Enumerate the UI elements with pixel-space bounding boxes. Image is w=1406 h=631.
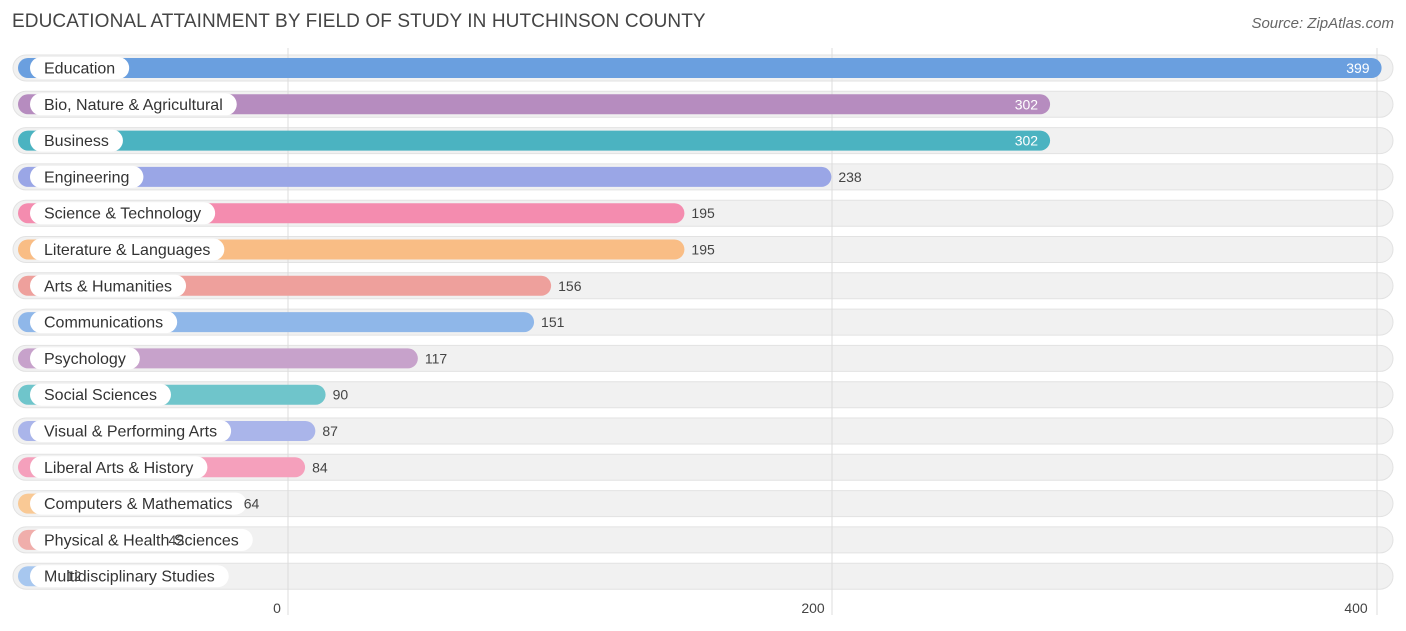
- category-label: Bio, Nature & Agricultural: [44, 97, 223, 114]
- value-label: 399: [1346, 60, 1370, 76]
- value-label: 42: [169, 532, 185, 548]
- category-label: Psychology: [44, 351, 126, 368]
- category-label-pill: [30, 274, 187, 297]
- bar: [18, 58, 1382, 78]
- category-label-pill: [30, 420, 232, 442]
- category-label-pill: [30, 528, 253, 551]
- category-label-pill: [30, 311, 178, 334]
- category-label-pill: [30, 238, 225, 261]
- category-label: Visual & Performing Arts: [44, 424, 217, 441]
- value-label: 302: [1015, 133, 1039, 149]
- value-label: 195: [691, 205, 715, 221]
- category-label: Liberal Arts & History: [44, 460, 193, 477]
- value-label: 302: [1015, 96, 1039, 112]
- row-background: [12, 526, 1394, 554]
- category-label: Arts & Humanities: [44, 278, 172, 295]
- category-label: Computers & Mathematics: [44, 496, 233, 513]
- category-label-pill: [30, 383, 171, 406]
- value-label: 156: [558, 278, 582, 294]
- category-label-pill: [30, 165, 144, 188]
- chart-title: EDUCATIONAL ATTAINMENT BY FIELD OF STUDY…: [12, 11, 706, 32]
- category-label: Engineering: [44, 169, 129, 186]
- value-label: 238: [838, 169, 862, 185]
- category-label: Business: [44, 133, 109, 150]
- row-background: [12, 417, 1394, 445]
- x-tick-label: 400: [1344, 600, 1368, 616]
- row-background: [12, 490, 1394, 518]
- value-label: 195: [691, 242, 715, 258]
- category-label: Social Sciences: [44, 387, 157, 404]
- value-label: 90: [333, 387, 349, 403]
- category-label-pill: [30, 57, 130, 79]
- category-label-pill: [30, 202, 216, 225]
- category-label: Communications: [44, 315, 163, 332]
- category-label: Education: [44, 61, 115, 78]
- category-label: Physical & Health Sciences: [44, 532, 239, 549]
- category-label-pill: [30, 456, 208, 479]
- value-label: 64: [244, 496, 260, 512]
- category-label-pill: [30, 129, 123, 152]
- row-background: [12, 381, 1394, 409]
- bar: [18, 94, 1051, 115]
- bar: [18, 166, 832, 187]
- category-label: Multidisciplinary Studies: [44, 569, 215, 586]
- value-label: 117: [425, 350, 448, 366]
- value-label: 84: [312, 459, 328, 475]
- category-label-pill: [30, 565, 229, 588]
- value-label: 87: [322, 423, 338, 439]
- category-label: Science & Technology: [44, 206, 201, 223]
- source-note: Source: ZipAtlas.com: [1251, 15, 1394, 32]
- x-tick-label: 0: [273, 600, 281, 616]
- category-label-pill: [30, 93, 237, 116]
- category-label-pill: [30, 347, 140, 370]
- x-tick-label: 200: [801, 600, 825, 616]
- value-label: 151: [541, 314, 565, 330]
- bar: [18, 130, 1051, 151]
- category-label-pill: [30, 492, 247, 515]
- row-background: [12, 453, 1394, 481]
- row-background: [12, 562, 1394, 590]
- value-label: 12: [66, 568, 82, 584]
- category-label: Literature & Languages: [44, 242, 210, 259]
